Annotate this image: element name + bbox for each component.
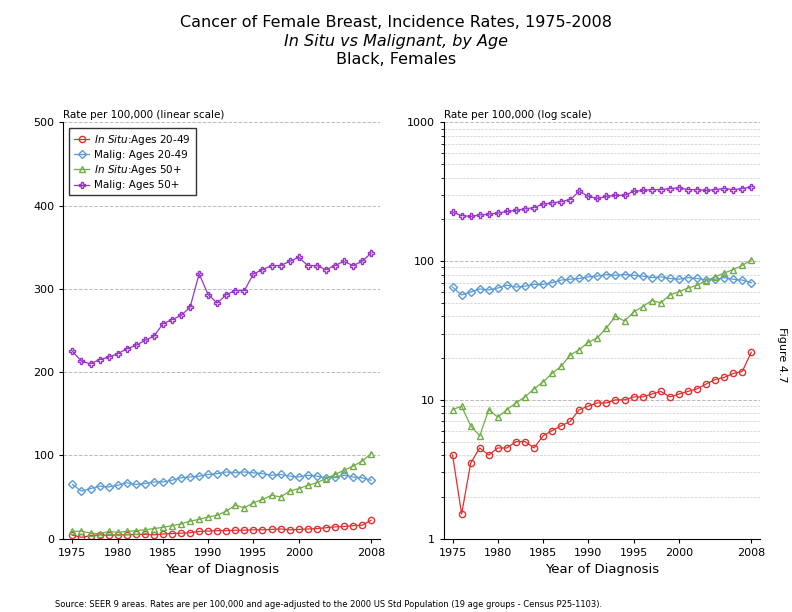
Text: Cancer of Female Breast, Incidence Rates, 1975-2008: Cancer of Female Breast, Incidence Rates… [180,15,612,31]
Text: In Situ vs Malignant, by Age: In Situ vs Malignant, by Age [284,34,508,49]
Text: Black, Females: Black, Females [336,52,456,67]
X-axis label: Year of Diagnosis: Year of Diagnosis [545,563,659,576]
Text: Rate per 100,000 (log scale): Rate per 100,000 (log scale) [444,110,591,120]
Text: Figure 4.7: Figure 4.7 [778,327,787,382]
X-axis label: Year of Diagnosis: Year of Diagnosis [165,563,279,576]
Text: Source: SEER 9 areas. Rates are per 100,000 and age-adjusted to the 2000 US Std : Source: SEER 9 areas. Rates are per 100,… [55,600,603,609]
Legend: $\mathit{In\ Situ}$:Ages 20-49, Malig: Ages 20-49, $\mathit{In\ Situ}$:Ages 50+,: $\mathit{In\ Situ}$:Ages 20-49, Malig: A… [69,128,196,195]
Text: Rate per 100,000 (linear scale): Rate per 100,000 (linear scale) [63,110,225,120]
